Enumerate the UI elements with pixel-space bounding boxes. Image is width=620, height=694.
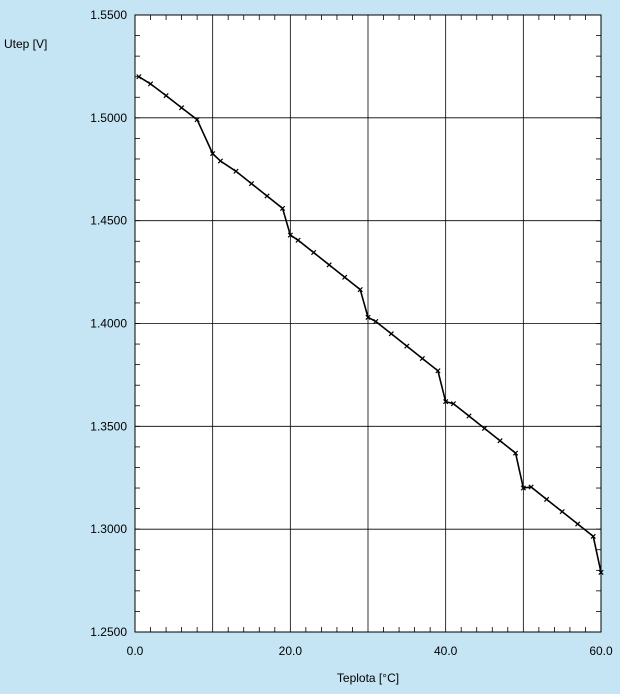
- x-tick-label: 60.0: [589, 644, 613, 658]
- data-point: [512, 450, 519, 456]
- y-tick-label: 1.5000: [90, 111, 127, 125]
- x-tick-label: 0.0: [127, 644, 144, 658]
- data-point: [419, 355, 425, 362]
- data-series: [136, 74, 604, 575]
- data-point: [136, 74, 142, 80]
- data-point: [295, 237, 301, 243]
- data-point: [590, 533, 596, 539]
- data-point: [279, 205, 286, 211]
- x-axis-label: Teplota [°C]: [337, 671, 399, 685]
- data-point: [342, 274, 348, 280]
- data-point: [357, 286, 363, 293]
- data-point: [497, 438, 503, 444]
- data-point: [466, 413, 472, 419]
- y-tick-label: 1.5500: [90, 8, 127, 22]
- data-point: [264, 193, 270, 199]
- y-tick-label: 1.4000: [90, 317, 127, 331]
- data-point: [520, 485, 526, 491]
- x-tick-label: 40.0: [434, 644, 458, 658]
- data-point: [248, 181, 255, 187]
- data-point: [163, 92, 169, 99]
- data-point: [178, 105, 185, 111]
- y-axis-label: Utep [V]: [4, 37, 47, 51]
- data-point: [575, 521, 581, 527]
- data-point: [194, 117, 200, 123]
- data-point: [287, 232, 293, 238]
- data-point: [311, 249, 317, 256]
- data-point: [217, 158, 224, 164]
- data-point: [388, 331, 394, 337]
- data-point: [210, 150, 216, 157]
- data-point: [450, 401, 457, 407]
- y-tick-label: 1.3000: [90, 522, 127, 536]
- plot-frame: [134, 14, 602, 633]
- x-tick-label: 20.0: [279, 644, 303, 658]
- data-point: [528, 484, 534, 490]
- data-point: [147, 81, 154, 87]
- data-point: [559, 509, 565, 515]
- y-tick-label: 1.2500: [90, 625, 127, 639]
- y-tick-label: 1.3500: [90, 419, 127, 433]
- y-tick-labels: 1.2500 1.3000 1.3500 1.4000 1.4500 1.5000 1.55…: [90, 8, 127, 639]
- data-point: [373, 318, 379, 325]
- data-point: [481, 425, 488, 432]
- x-tick-labels: 0.0 20.0 40.0 60.0: [127, 644, 613, 658]
- data-point: [326, 262, 332, 268]
- y-tick-label: 1.4500: [90, 214, 127, 228]
- data-point: [233, 168, 239, 174]
- data-point: [544, 496, 550, 502]
- data-point: [404, 343, 410, 349]
- data-point: [365, 314, 371, 320]
- data-point: [435, 368, 441, 374]
- data-point: [443, 399, 449, 405]
